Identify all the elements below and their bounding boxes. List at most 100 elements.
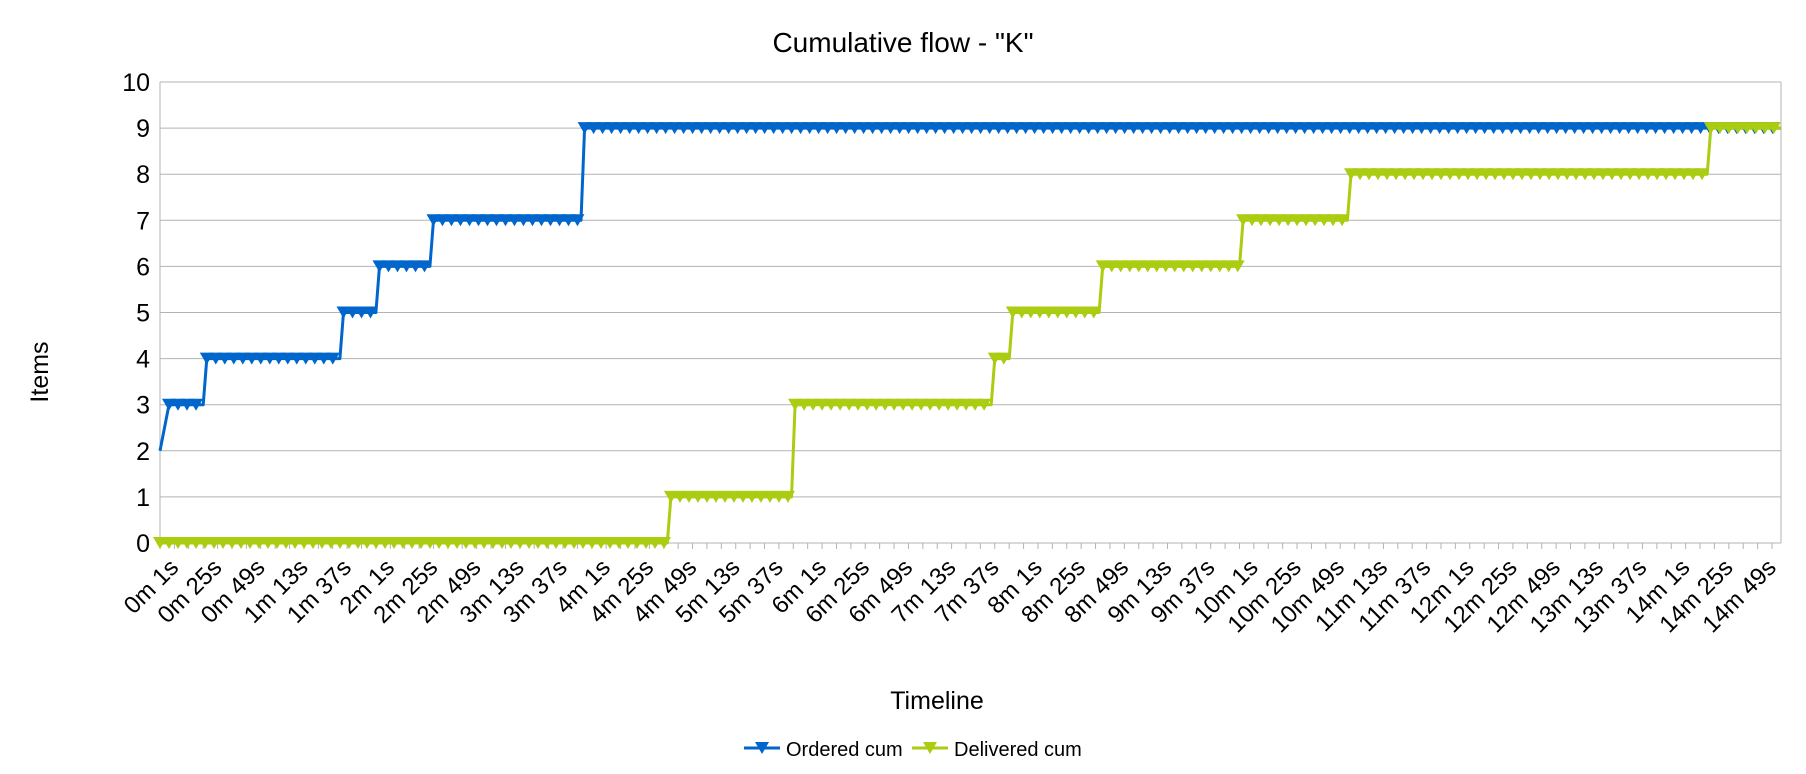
- series-marker: [345, 306, 360, 319]
- series-marker: [1297, 122, 1312, 135]
- series-marker: [244, 352, 259, 365]
- series-marker: [1703, 122, 1718, 135]
- series-marker: [1149, 260, 1164, 273]
- series-marker: [516, 214, 531, 227]
- series-marker: [735, 490, 750, 503]
- series-marker: [865, 122, 880, 135]
- series-marker: [959, 398, 974, 411]
- series-marker: [730, 122, 745, 135]
- series-marker: [690, 490, 705, 503]
- series-marker: [1425, 168, 1440, 181]
- series-marker: [1459, 122, 1474, 135]
- series-marker: [1041, 306, 1056, 319]
- series-marker: [1068, 306, 1083, 319]
- series-marker: [1657, 122, 1672, 135]
- series-marker: [1506, 168, 1521, 181]
- series-marker: [1623, 168, 1638, 181]
- series-marker: [1576, 122, 1591, 135]
- series-marker: [1333, 122, 1348, 135]
- series-marker: [1739, 122, 1754, 135]
- series-marker: [288, 537, 302, 549]
- series-marker: [663, 490, 678, 503]
- series-marker: [717, 490, 732, 503]
- series-marker: [1081, 122, 1096, 135]
- series-marker: [1317, 214, 1332, 227]
- series-marker: [432, 537, 446, 549]
- series-marker: [414, 537, 428, 549]
- series-marker: [199, 352, 214, 365]
- series-marker: [234, 537, 248, 549]
- series-marker: [883, 122, 898, 135]
- series-marker: [1000, 122, 1015, 135]
- series-marker: [280, 352, 295, 365]
- y-tick-label: 0: [136, 530, 150, 558]
- series-marker: [570, 214, 585, 227]
- series-marker: [982, 122, 997, 135]
- series-marker: [1261, 122, 1276, 135]
- series-marker: [1369, 122, 1384, 135]
- series-marker: [901, 122, 916, 135]
- series-marker: [1677, 168, 1692, 181]
- series-marker: [405, 537, 419, 549]
- series-marker: [561, 214, 576, 227]
- series-marker: [417, 260, 432, 273]
- series-marker: [189, 537, 203, 549]
- series-marker: [381, 260, 396, 273]
- series-marker: [1324, 122, 1339, 135]
- series-marker: [681, 490, 696, 503]
- series-marker: [161, 398, 176, 411]
- series-marker: [932, 398, 947, 411]
- series-marker: [1126, 122, 1141, 135]
- y-tick-labels: 0 1 2 3 4 5 6 7 8 9 10: [122, 69, 150, 558]
- series-marker: [941, 398, 956, 411]
- series-marker: [847, 122, 862, 135]
- series-marker: [1560, 168, 1575, 181]
- series-marker: [441, 537, 455, 549]
- series-marker: [235, 352, 250, 365]
- series-marker: [955, 122, 970, 135]
- series-marker: [1407, 168, 1422, 181]
- series-marker: [1495, 122, 1510, 135]
- series-marker: [486, 537, 500, 549]
- series-marker: [576, 537, 590, 549]
- series-marker: [712, 122, 727, 135]
- series-marker: [1434, 168, 1449, 181]
- series-marker: [1479, 168, 1494, 181]
- series-marker: [1014, 306, 1029, 319]
- series-marker: [180, 537, 194, 549]
- series-marker: [336, 306, 351, 319]
- series-marker: [1712, 122, 1727, 135]
- series-marker: [1221, 260, 1236, 273]
- series-marker: [1032, 306, 1047, 319]
- series-marker: [453, 214, 468, 227]
- series-marker: [1054, 122, 1069, 135]
- series-marker: [531, 537, 545, 549]
- series-marker: [1005, 306, 1020, 319]
- legend-swatch-marker: [755, 742, 769, 754]
- series-marker: [1416, 168, 1431, 181]
- series-marker: [1675, 122, 1690, 135]
- series-marker: [1371, 168, 1386, 181]
- y-axis-label: Items: [26, 341, 54, 402]
- gridlines: [159, 81, 1782, 549]
- series-marker: [630, 537, 644, 549]
- series-marker: [631, 122, 646, 135]
- series-marker: [753, 490, 768, 503]
- series-marker: [1225, 122, 1240, 135]
- series-marker: [354, 306, 369, 319]
- series-marker: [1396, 122, 1411, 135]
- series-marker: [1180, 122, 1195, 135]
- series-marker: [1558, 122, 1573, 135]
- series-marker: [1405, 122, 1420, 135]
- series-marker: [613, 122, 628, 135]
- series-marker: [1342, 122, 1357, 135]
- series-marker: [987, 352, 1002, 365]
- series-marker: [477, 537, 491, 549]
- series-marker: [1254, 214, 1269, 227]
- series-marker: [802, 122, 817, 135]
- series-marker: [892, 122, 907, 135]
- series-marker: [721, 122, 736, 135]
- series-marker: [298, 352, 313, 365]
- series-marker: [1567, 122, 1582, 135]
